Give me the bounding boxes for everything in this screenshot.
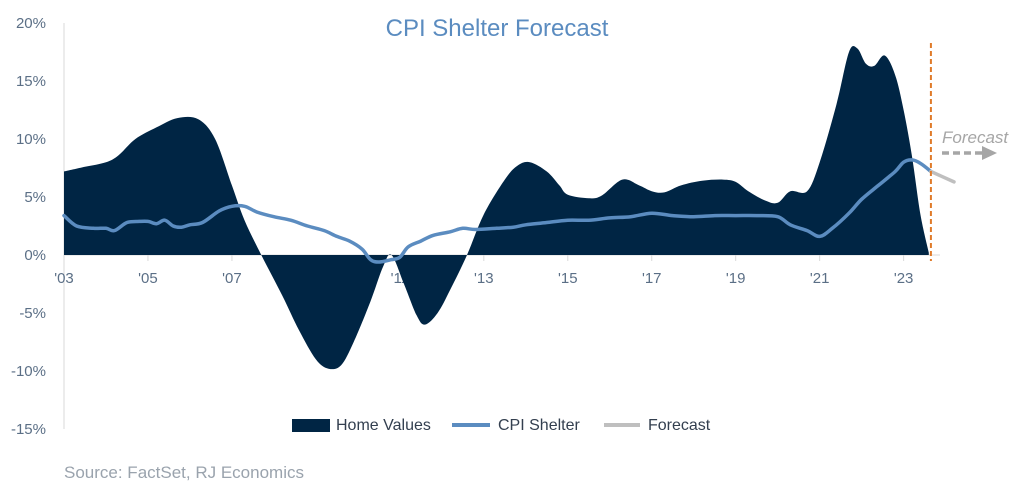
plot-area — [62, 43, 956, 370]
y-tick-label: 10% — [16, 131, 46, 148]
forecast-annotation-group: Forecast — [942, 128, 1009, 160]
x-tick-label: '23 — [894, 270, 914, 287]
legend-swatch-home-values — [292, 419, 330, 432]
source-note: Source: FactSet, RJ Economics — [64, 463, 304, 482]
y-tick-label: 5% — [24, 189, 46, 206]
legend-label-cpi-shelter: CPI Shelter — [498, 417, 580, 434]
x-tick-label: '13 — [474, 270, 494, 287]
chart-title: CPI Shelter Forecast — [386, 15, 609, 42]
y-tick-label: 0% — [24, 247, 46, 264]
x-tick-label: '03 — [54, 270, 74, 287]
x-tick-label: '07 — [222, 270, 242, 287]
series-home-values-area — [64, 46, 929, 370]
x-tick-label: '21 — [810, 270, 830, 287]
x-tick-label: '15 — [558, 270, 578, 287]
x-axis: '03'05'07'09'11'13'15'17'19'21'23 — [54, 254, 940, 287]
x-tick-label: '05 — [138, 270, 158, 287]
legend-label-forecast: Forecast — [648, 417, 711, 434]
legend-label-home-values: Home Values — [336, 417, 431, 434]
y-tick-label: 15% — [16, 73, 46, 90]
y-axis: 20% 15% 10% 5% 0% -5% -10% -15% — [11, 15, 65, 438]
legend: Home Values CPI Shelter Forecast — [292, 417, 711, 434]
y-tick-label: -5% — [19, 305, 46, 322]
series-cpi-shelter-line — [62, 158, 933, 264]
forecast-annotation: Forecast — [942, 128, 1009, 147]
y-tick-label: -10% — [11, 363, 46, 380]
y-tick-label: -15% — [11, 421, 46, 438]
forecast-arrow-head — [982, 146, 997, 160]
y-tick-label: 20% — [16, 15, 46, 32]
series-forecast-line — [929, 169, 956, 184]
x-tick-label: '19 — [726, 270, 746, 287]
x-tick-label: '17 — [642, 270, 662, 287]
